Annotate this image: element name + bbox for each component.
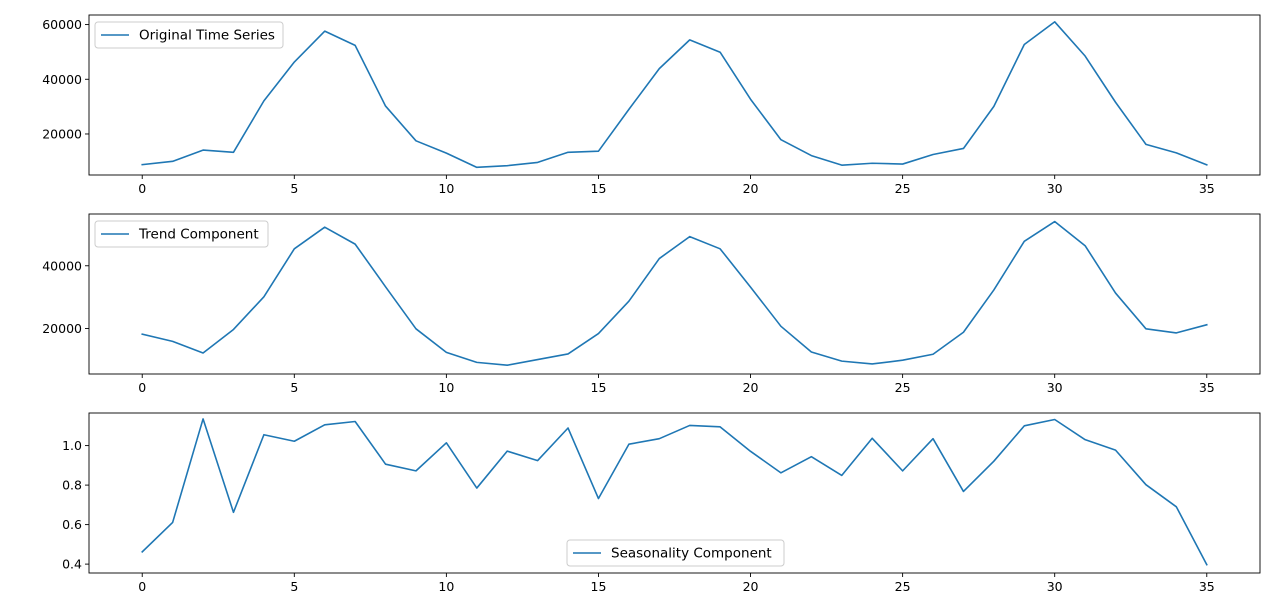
legend-label: Seasonality Component bbox=[611, 546, 772, 562]
x-tick-label: 10 bbox=[438, 579, 454, 594]
y-tick-label: 1.0 bbox=[62, 438, 82, 453]
subplot-3: 0 5 10 15 20 25 30 35 0.4 0.6 0.8 1.0 Seasonality Co… bbox=[62, 412, 1261, 594]
legend-label: Trend Component bbox=[138, 227, 259, 243]
series-line-1 bbox=[141, 220, 1208, 367]
subplot-2: 0 5 10 15 20 25 30 35 20000 40000 Trend Component bbox=[42, 213, 1261, 395]
y-tick-label: 0.8 bbox=[62, 478, 82, 493]
legend: Seasonality Component bbox=[566, 539, 785, 567]
x-tick-label: 10 bbox=[438, 181, 454, 196]
x-tick-label: 5 bbox=[290, 181, 298, 196]
x-tick-label: 25 bbox=[895, 181, 911, 196]
y-tick-label: 40000 bbox=[42, 72, 82, 87]
x-tick-label: 15 bbox=[591, 579, 607, 594]
y-tick-label: 20000 bbox=[42, 126, 82, 141]
axes-frame bbox=[88, 14, 1261, 176]
legend-box bbox=[94, 220, 269, 248]
y-tick-label: 40000 bbox=[42, 258, 82, 273]
x-tick-label: 15 bbox=[591, 181, 607, 196]
series-line-1 bbox=[141, 418, 1208, 566]
x-tick-label: 0 bbox=[138, 380, 146, 395]
x-tick-label: 20 bbox=[743, 181, 759, 196]
axes-frame bbox=[88, 213, 1261, 375]
axes-frame bbox=[88, 412, 1261, 574]
legend-label: Original Time Series bbox=[139, 28, 275, 44]
x-tick-label: 25 bbox=[895, 579, 911, 594]
y-tick-label: 0.4 bbox=[62, 557, 82, 572]
y-tick-label: 20000 bbox=[42, 321, 82, 336]
x-tick-label: 35 bbox=[1199, 181, 1215, 196]
x-tick-label: 0 bbox=[138, 579, 146, 594]
x-tick-label: 15 bbox=[591, 380, 607, 395]
x-tick-label: 35 bbox=[1199, 579, 1215, 594]
x-tick-label: 20 bbox=[743, 380, 759, 395]
subplot-1: 0 5 10 15 20 25 30 35 20000 40000 60000 Original Ti… bbox=[42, 14, 1261, 196]
x-tick-label: 30 bbox=[1047, 181, 1063, 196]
legend: Trend Component bbox=[94, 220, 269, 248]
x-tick-label: 25 bbox=[895, 380, 911, 395]
legend: Original Time Series bbox=[94, 21, 284, 49]
legend-box bbox=[566, 539, 785, 567]
x-tick-label: 20 bbox=[743, 579, 759, 594]
x-tick-label: 0 bbox=[138, 181, 146, 196]
x-tick-label: 30 bbox=[1047, 579, 1063, 594]
series-line-1 bbox=[141, 21, 1208, 169]
x-tick-label: 30 bbox=[1047, 380, 1063, 395]
x-tick-label: 35 bbox=[1199, 380, 1215, 395]
x-tick-label: 5 bbox=[290, 380, 298, 395]
y-tick-label: 60000 bbox=[42, 17, 82, 32]
x-tick-label: 10 bbox=[438, 380, 454, 395]
x-tick-label: 5 bbox=[290, 579, 298, 594]
legend-box bbox=[94, 21, 284, 49]
y-tick-label: 0.6 bbox=[62, 517, 82, 532]
subplots: 0 5 10 15 20 25 30 35 20000 40000 60000 Original Ti… bbox=[42, 14, 1261, 594]
